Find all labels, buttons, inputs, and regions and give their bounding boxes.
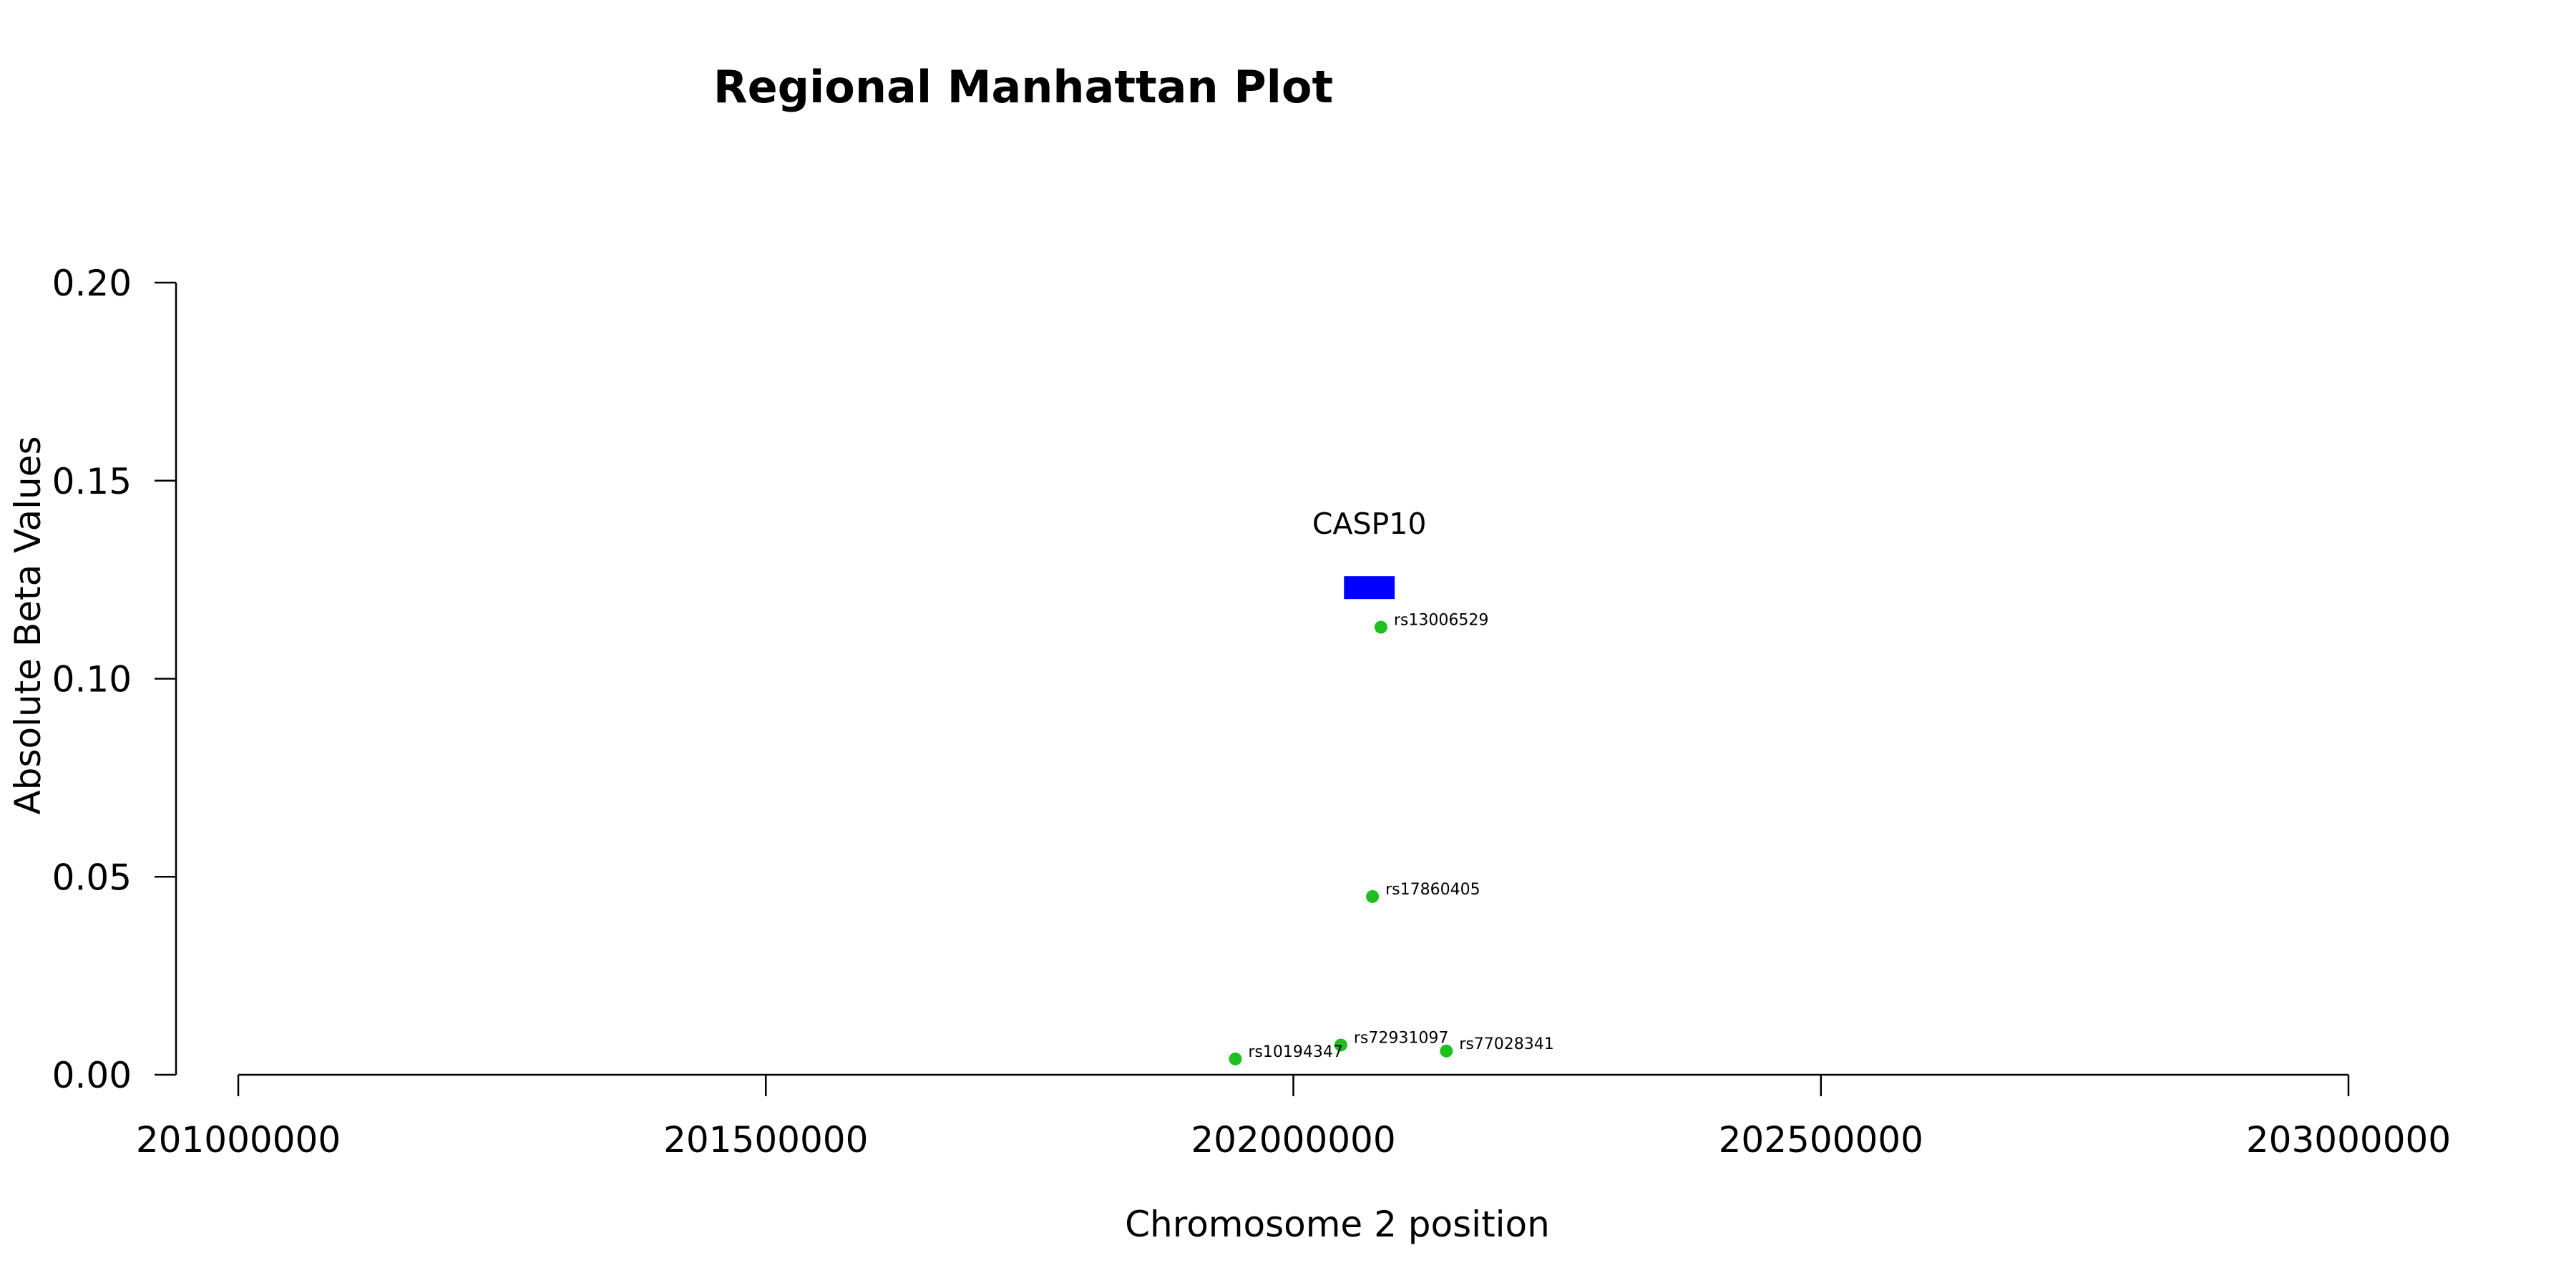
gene-track: CASP10 (1312, 507, 1427, 600)
x-tick-label: 202000000 (1191, 1119, 1395, 1161)
snp-label: rs17860405 (1385, 881, 1480, 899)
gene-bar (1344, 576, 1395, 600)
snp-label: rs10194347 (1248, 1043, 1342, 1061)
y-tick-label: 0.20 (52, 263, 132, 304)
x-tick-label: 201500000 (663, 1119, 868, 1161)
y-tick-label: 0.15 (52, 461, 132, 502)
snp-point (1374, 620, 1387, 634)
y-tick-label: 0.00 (52, 1055, 132, 1096)
x-axis-label: Chromosome 2 position (1125, 1204, 1550, 1245)
x-tick-label: 201000000 (136, 1119, 341, 1161)
y-tick-label: 0.05 (52, 857, 132, 898)
snp-label: rs77028341 (1459, 1035, 1553, 1053)
snp-point (1366, 889, 1380, 903)
y-tick-label: 0.10 (52, 659, 132, 701)
y-axis-label: Absolute Beta Values (7, 436, 49, 815)
x-tick-label: 202500000 (1719, 1119, 1923, 1161)
y-axis: 0.00 0.05 0.10 0.15 0.20 (52, 263, 177, 1096)
x-axis: 201000000 201500000 202000000 202500000 2030… (136, 1073, 2451, 1161)
chart-title: Regional Manhattan Plot (713, 61, 1333, 113)
snp-point (1440, 1044, 1453, 1058)
snp-points: rs13006529 rs17860405 rs72931097 rs77028341… (1229, 612, 1554, 1065)
x-tick-label: 203000000 (2246, 1119, 2451, 1161)
snp-point (1229, 1052, 1242, 1065)
snp-label: rs72931097 (1354, 1029, 1448, 1047)
snp-label: rs13006529 (1394, 612, 1488, 630)
gene-label: CASP10 (1312, 507, 1427, 541)
snp-point (1334, 1038, 1347, 1052)
